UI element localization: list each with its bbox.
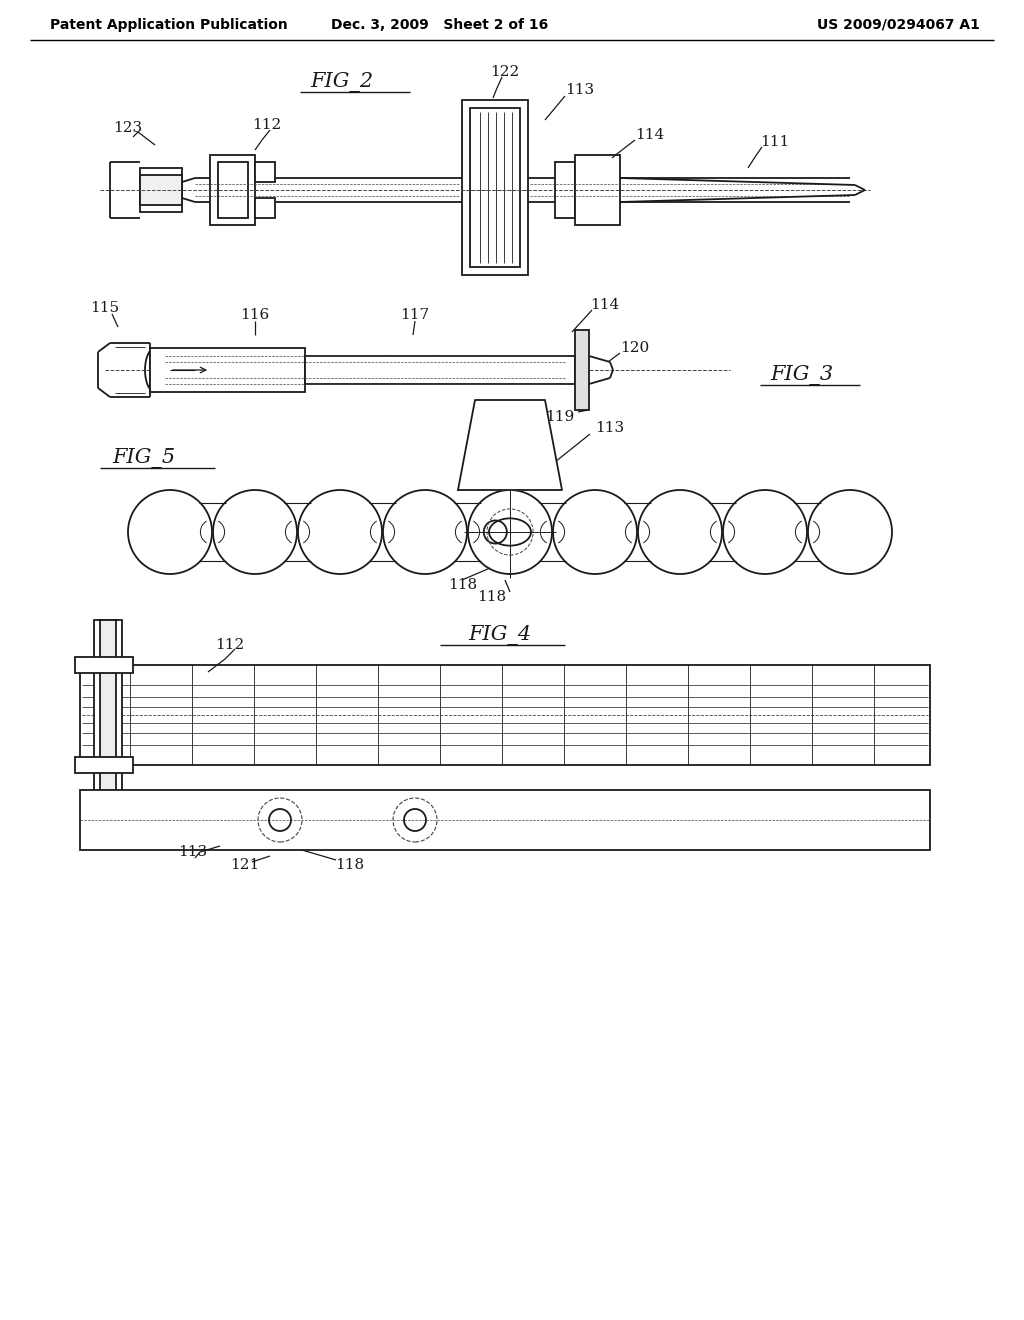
Text: 113: 113 [565, 83, 594, 96]
Bar [575, 330, 589, 411]
Bar [255, 198, 275, 218]
Text: 114: 114 [635, 128, 665, 143]
Text: 121: 121 [230, 858, 259, 873]
Bar [94, 620, 122, 810]
Bar [80, 665, 930, 766]
Bar [218, 162, 248, 218]
Text: 118: 118 [449, 578, 477, 591]
Bar [100, 620, 116, 810]
Text: 117: 117 [400, 308, 429, 322]
Text: 119: 119 [545, 411, 574, 424]
Bar [75, 756, 133, 774]
Text: 111: 111 [760, 135, 790, 149]
Text: US 2009/0294067 A1: US 2009/0294067 A1 [817, 18, 980, 32]
Text: Patent Application Publication: Patent Application Publication [50, 18, 288, 32]
Text: 122: 122 [490, 65, 519, 79]
Text: FIG_5: FIG_5 [112, 447, 175, 469]
Text: 123: 123 [113, 121, 142, 135]
Text: FIG_4: FIG_4 [468, 624, 531, 645]
Bar [462, 100, 528, 275]
Text: 116: 116 [240, 308, 269, 322]
Text: 114: 114 [590, 298, 620, 312]
Polygon shape [458, 400, 562, 490]
Text: 120: 120 [620, 341, 649, 355]
Text: FIG_2: FIG_2 [310, 73, 373, 92]
Text: 118: 118 [335, 858, 365, 873]
Text: Dec. 3, 2009   Sheet 2 of 16: Dec. 3, 2009 Sheet 2 of 16 [332, 18, 549, 32]
Bar [140, 168, 182, 213]
Text: 115: 115 [90, 301, 119, 315]
Text: 113: 113 [595, 421, 624, 436]
Bar [470, 108, 520, 267]
Bar [80, 789, 930, 850]
Text: FIG_3: FIG_3 [770, 366, 834, 385]
Bar [305, 356, 575, 384]
Text: 112: 112 [252, 117, 282, 132]
Bar [555, 162, 575, 218]
Text: 112: 112 [215, 638, 245, 652]
Bar [150, 348, 305, 392]
Bar [140, 176, 182, 205]
Text: 113: 113 [178, 845, 207, 859]
Bar [575, 154, 620, 224]
Bar [255, 162, 275, 182]
Bar [75, 657, 133, 673]
Text: 118: 118 [477, 590, 507, 605]
Bar [210, 154, 255, 224]
